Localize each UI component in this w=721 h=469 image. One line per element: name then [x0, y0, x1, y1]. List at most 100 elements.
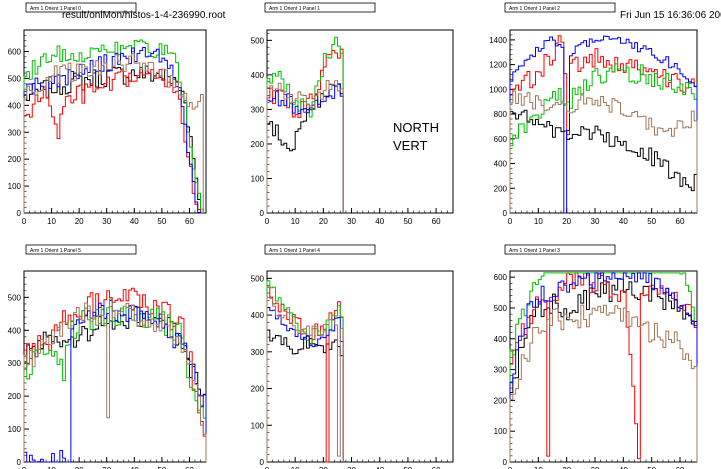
y-tick-label: 300	[8, 359, 22, 368]
y-tick-label: 0	[17, 209, 22, 218]
y-tick-label: 800	[494, 110, 508, 119]
x-tick-label: 40	[130, 466, 139, 469]
datetime-label: Fri Jun 15 16:36:06 2007	[620, 10, 721, 21]
x-tick-label: 30	[102, 466, 111, 469]
y-tick-label: 1400	[489, 36, 507, 45]
y-tick-label: 600	[494, 273, 508, 282]
x-tick-label: 0	[265, 466, 270, 469]
panel-title: Arm 1 Orient 1 Panel 5	[30, 248, 81, 254]
x-tick-label: 40	[130, 217, 139, 226]
histogram-series	[509, 35, 698, 214]
panel-title: Arm 1 Orient 1 Panel 2	[509, 6, 560, 12]
x-tick-label: 20	[562, 217, 571, 226]
y-tick-label: 300	[8, 128, 22, 137]
x-tick-label: 0	[508, 217, 513, 226]
histogram-series	[266, 297, 344, 462]
x-tick-label: 40	[375, 466, 384, 469]
histogram-series	[266, 306, 344, 462]
x-tick-label: 30	[347, 466, 356, 469]
x-tick-label: 0	[22, 217, 27, 226]
x-tick-label: 60	[432, 466, 441, 469]
x-tick-label: 60	[185, 466, 194, 469]
panel-title-box	[264, 244, 376, 255]
panel-title-box	[25, 244, 137, 255]
x-tick-label: 10	[534, 217, 543, 226]
x-tick-label: 50	[647, 217, 656, 226]
x-tick-label: 30	[591, 217, 600, 226]
y-tick-label: 400	[494, 160, 508, 169]
annotation-line1: NORTH	[393, 120, 439, 135]
panel-title-box	[25, 2, 137, 13]
x-tick-label: 40	[619, 466, 628, 469]
histogram-series	[509, 272, 698, 462]
histogram-series	[23, 287, 207, 462]
y-tick-label: 0	[503, 458, 508, 467]
y-tick-label: 0	[503, 209, 508, 218]
x-tick-label: 30	[102, 217, 111, 226]
x-tick-label: 10	[47, 466, 56, 469]
histogram-series	[23, 39, 204, 213]
x-tick-label: 20	[75, 217, 84, 226]
y-tick-label: 200	[494, 396, 508, 405]
y-tick-label: 300	[251, 348, 265, 357]
file-path-label: result/onlMon/histos-1-4-236990.root	[62, 10, 226, 21]
y-tick-label: 200	[494, 184, 508, 193]
y-tick-label: 400	[494, 335, 508, 344]
x-tick-label: 20	[75, 466, 84, 469]
y-tick-label: 500	[251, 36, 265, 45]
histogram-series	[23, 299, 207, 463]
panel-title: Arm 1 Orient 1 Panel 3	[509, 248, 560, 254]
histogram-series	[509, 304, 698, 462]
x-tick-label: 10	[47, 217, 56, 226]
y-tick-label: 200	[251, 140, 265, 149]
x-tick-label: 50	[403, 217, 412, 226]
annotation-line2: VERT	[393, 138, 428, 153]
panel-title: Arm 1 Orient 1 Panel 4	[269, 248, 320, 254]
y-tick-label: 500	[8, 74, 22, 83]
x-tick-label: 40	[619, 217, 628, 226]
y-tick-label: 400	[251, 311, 265, 320]
y-tick-label: 200	[251, 385, 265, 394]
histogram-series	[266, 329, 344, 462]
histogram-series	[23, 305, 207, 462]
plot-frame	[23, 270, 207, 463]
panel-title-box	[504, 244, 616, 255]
y-tick-label: 500	[251, 274, 265, 283]
x-tick-label: 40	[375, 217, 384, 226]
x-tick-label: 50	[157, 466, 166, 469]
y-tick-label: 0	[260, 458, 265, 467]
histogram-series	[23, 53, 204, 213]
y-tick-label: 400	[8, 326, 22, 335]
panel-title: Arm 1 Orient 1 Panel 1	[269, 6, 320, 12]
y-tick-label: 100	[494, 427, 508, 436]
y-tick-label: 0	[17, 458, 22, 467]
x-tick-label: 30	[347, 217, 356, 226]
histogram-series	[509, 109, 698, 213]
x-tick-label: 0	[508, 466, 513, 469]
plot-frame	[266, 270, 454, 463]
y-tick-label: 200	[8, 392, 22, 401]
y-tick-label: 100	[8, 425, 22, 434]
y-tick-label: 1200	[489, 61, 507, 70]
x-tick-label: 30	[591, 466, 600, 469]
y-tick-label: 500	[8, 293, 22, 302]
y-tick-label: 400	[8, 101, 22, 110]
y-tick-label: 600	[494, 135, 508, 144]
y-tick-label: 500	[494, 304, 508, 313]
y-tick-label: 100	[8, 182, 22, 191]
panel-title-box	[264, 2, 376, 13]
x-tick-label: 50	[647, 466, 656, 469]
y-tick-label: 0	[260, 209, 265, 218]
histogram-series	[23, 46, 204, 214]
histogram-series	[266, 79, 344, 213]
y-tick-label: 300	[251, 105, 265, 114]
y-tick-label: 400	[251, 71, 265, 80]
x-tick-label: 0	[265, 217, 270, 226]
histogram-series	[509, 35, 698, 213]
x-tick-label: 20	[319, 217, 328, 226]
histogram-series	[266, 286, 344, 463]
x-tick-label: 10	[291, 466, 300, 469]
y-tick-label: 100	[251, 421, 265, 430]
x-tick-label: 50	[157, 217, 166, 226]
